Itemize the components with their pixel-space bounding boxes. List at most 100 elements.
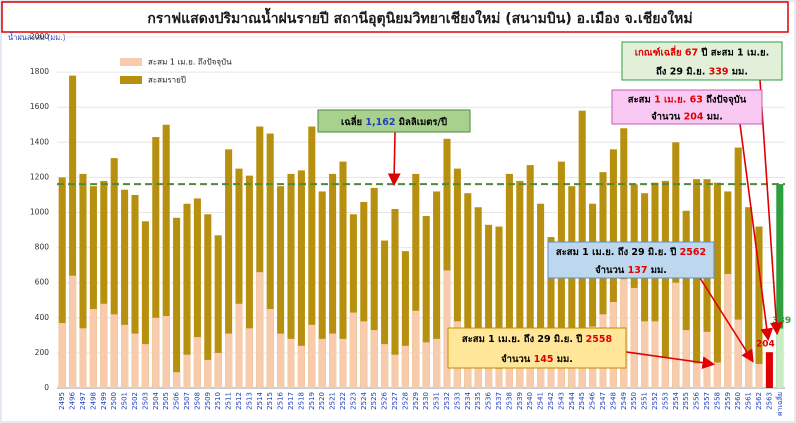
y-tick-label: 600 [35,278,50,287]
x-tick-label: 2532 [443,392,451,410]
bar [58,177,66,388]
annotation-box [317,109,471,133]
annotation-part: 145 [534,354,554,365]
x-tick-label: 2546 [589,391,597,409]
bar [526,165,534,388]
bar [391,354,399,388]
bar [193,337,201,388]
bar [381,240,389,388]
y-tick-label: 1000 [30,208,49,217]
x-tick-label: 2521 [329,392,337,410]
bar [152,137,160,388]
x-tick-label: 2520 [318,392,326,410]
x-tick-label: 2523 [349,392,357,410]
x-tick-label: 2510 [214,392,222,410]
bar [433,191,441,388]
x-tick-label: 2557 [703,392,711,410]
y-tick-label: 0 [44,383,49,392]
bar [256,126,264,388]
bar [214,352,222,388]
bar [485,224,493,388]
bar [713,182,721,388]
bar [193,198,201,388]
bar [568,186,576,388]
annotation-part: มม. [553,354,572,365]
annotation-box [447,327,627,369]
bar [412,173,420,388]
x-tick-label: 2502 [131,392,139,410]
bar [69,275,77,388]
x-tick-label: 2539 [516,392,524,410]
x-tick-label: 2552 [651,392,659,410]
bar [370,330,378,388]
y-tick-label: 1800 [30,67,49,76]
annotation-text: สะสม 1 เม.ย. ถึง 29 มิ.ย. ปี 2558 [462,333,613,345]
x-tick-label: 2540 [526,392,534,410]
x-tick-label: 2555 [682,392,690,410]
bar [547,237,555,388]
bar [516,180,524,388]
annotation-box [611,89,763,125]
bar [89,309,97,388]
bar [495,368,503,388]
x-tick-label: 2561 [745,392,753,410]
bar [682,330,690,388]
bar [100,303,108,388]
x-tick-label: 2558 [713,392,721,410]
bar [661,358,669,388]
bar [422,216,430,388]
bar [547,358,555,388]
annotation-part: จำนวน [501,354,534,365]
annotation-text: สะสม 1 เม.ย. ถึง 29 มิ.ย. ปี 2562 [556,246,706,258]
annotation-part: 2558 [586,334,613,345]
annotation-text: สะสม 1 เม.ย. 63 ถึงปัจจุบัน [628,93,747,105]
bar [58,323,66,388]
bar [329,333,337,388]
bar [225,333,233,388]
annotation-part: ถึงปัจจุบัน [703,93,747,105]
bar [79,173,87,388]
annotation-part: มม. [728,66,747,77]
bar [651,321,659,388]
annotation-text: ถึง 29 มิ.ย. 339 มม. [656,65,748,77]
x-tick-label: 2554 [672,391,680,409]
annotation-part: 1 เม.ย. 63 [654,94,703,105]
x-tick-label: 2524 [360,391,368,409]
data-label: 339 [772,316,791,326]
bar [433,338,441,388]
annotation-text: จำนวน 145 มม. [501,354,573,365]
y-axis-label: น้ำฝนสะสม (มม.) [8,32,66,42]
x-tick-label: 2508 [193,392,201,410]
annotation-text: จำนวน 204 มม. [651,111,723,122]
x-tick-label: 2525 [370,392,378,410]
bar [713,362,721,388]
bar [79,328,87,388]
x-tick-label: 2535 [474,392,482,410]
x-tick-label: 2522 [339,392,347,410]
x-tick-label: 2537 [495,392,503,410]
bar [162,316,170,388]
x-tick-label: 2528 [401,392,409,410]
annotation-part: มม. [703,111,722,122]
bar [162,124,170,388]
bar [277,333,285,388]
bar [485,352,493,388]
legend-swatch [120,58,142,66]
bar [776,328,784,388]
annotation-part: เฉลี่ย [341,114,365,128]
bar [131,194,139,388]
annotation-text: เฉลี่ย 1,162 มิลลิเมตร/ปี [341,114,447,128]
x-tick-label: 2551 [641,392,649,410]
annotation-part: 1,162 [365,117,395,128]
bar [412,310,420,388]
legend-label: สะสมรายปี [148,76,186,85]
annotation-box [547,241,715,279]
x-tick-label: 2556 [693,391,701,409]
bar [297,345,305,388]
x-tick-label: 2496 [69,391,77,409]
annotation-part: ถึง 29 มิ.ย. [656,65,709,77]
bar [589,203,597,388]
bar [734,319,742,388]
bar [703,331,711,388]
